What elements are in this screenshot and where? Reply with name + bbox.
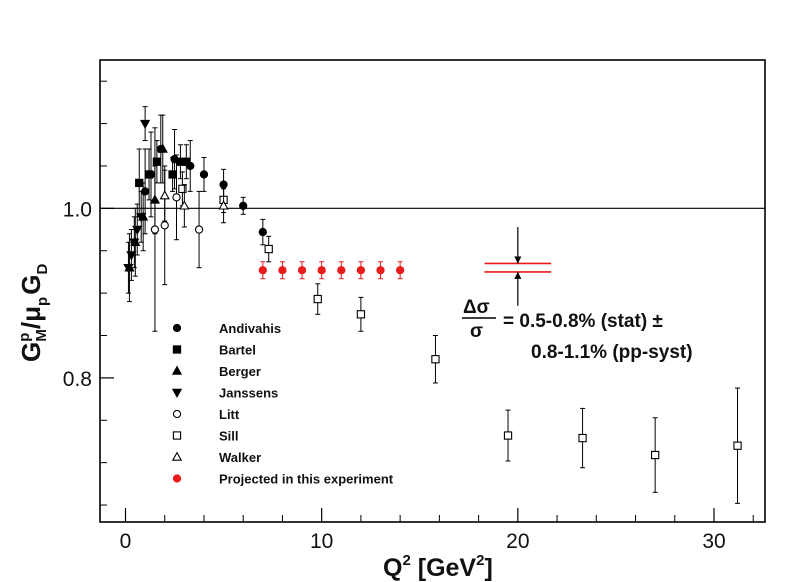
point-bartel — [182, 157, 191, 166]
point-janssens — [126, 251, 137, 261]
data-points — [123, 106, 742, 504]
point-projected-in-this-experiment — [258, 266, 267, 275]
legend-label: Janssens — [219, 386, 278, 401]
point-janssens — [129, 238, 140, 248]
point-litt — [160, 221, 169, 230]
legend-label: Walker — [219, 450, 261, 465]
y-tick-label: 1.0 — [63, 198, 92, 221]
point-litt — [194, 225, 204, 234]
point-bartel — [144, 170, 154, 179]
point-projected-in-this-experiment — [376, 266, 385, 275]
point-andivahis — [199, 170, 209, 179]
legend-label: Projected in this experiment — [219, 472, 394, 487]
x-axis-title-units: [GeV — [411, 554, 477, 582]
arrow-head — [514, 256, 522, 264]
annotation-numerator: Δσ — [463, 297, 490, 318]
point-sill — [578, 433, 587, 443]
legend-label: Litt — [219, 407, 240, 422]
point-walker — [218, 200, 229, 210]
legend-label: Bartel — [219, 343, 256, 358]
x-tick-label: 20 — [506, 530, 529, 553]
x-axis-title-q: Q — [383, 554, 402, 582]
annotation-denominator: σ — [470, 321, 483, 342]
arrow-head — [514, 271, 522, 279]
point-projected-in-this-experiment — [337, 266, 346, 275]
point-berger — [157, 143, 168, 153]
point-andivahis — [258, 227, 267, 237]
legend-marker — [172, 323, 182, 333]
point-sill — [356, 310, 366, 319]
plot-frame — [99, 59, 766, 523]
point-projected-in-this-experiment — [278, 266, 287, 275]
legend-marker — [172, 474, 182, 483]
point-projected-in-this-experiment — [356, 266, 366, 275]
legend-marker — [171, 365, 183, 375]
y-axis-title-g-sup: p — [16, 333, 33, 342]
y-axis-title-mu: /μ — [16, 306, 46, 329]
point-sill — [431, 355, 440, 364]
x-tick-label: 30 — [702, 530, 725, 553]
point-walker — [159, 190, 170, 200]
y-axis-title-g: G — [16, 342, 46, 362]
annotation-line-1: = 0.5-0.8% (stat) ± — [503, 311, 663, 332]
point-sill — [503, 431, 513, 440]
point-projected-in-this-experiment — [395, 266, 405, 275]
x-axis-title: Q2 [GeV2] — [383, 552, 493, 582]
point-sill — [733, 441, 742, 450]
point-sill — [178, 184, 187, 194]
x-tick-label: 0 — [120, 530, 132, 553]
precision-annotation: Δσ σ = 0.5-0.8% (stat) ± 0.8-1.1% (pp-sy… — [462, 297, 693, 363]
y-tick-label: 0.8 — [63, 368, 92, 391]
point-janssens — [136, 213, 147, 223]
legend-label: Sill — [219, 429, 239, 444]
point-andivahis — [239, 201, 248, 210]
x-tick-label: 10 — [310, 530, 333, 553]
point-janssens — [132, 225, 143, 236]
point-litt — [150, 225, 160, 234]
annotation-line-2: 0.8-1.1% (pp-syst) — [531, 342, 693, 363]
legend-marker — [172, 409, 182, 419]
point-litt — [172, 193, 181, 202]
x-axis-title-units-close: ] — [484, 554, 492, 582]
x-axis-title-q-sup: 2 — [402, 552, 410, 569]
point-bartel — [152, 157, 162, 166]
point-bartel — [168, 170, 177, 179]
legend: Andivahis Bartel Berger Janssens Litt Sill Wal… — [171, 321, 394, 487]
y-axis-title-mu-sub: p — [34, 297, 51, 306]
point-sill — [264, 244, 273, 254]
x-axis-title-units-sup: 2 — [476, 552, 484, 569]
point-janssens — [123, 263, 134, 274]
y-axis-title-gd-sub: D — [34, 264, 51, 275]
y-axis-title-g-sub: M — [33, 329, 50, 342]
y-axis-title-gd: G — [16, 275, 46, 295]
point-walker — [179, 200, 190, 210]
point-sill — [650, 450, 660, 460]
legend-marker — [172, 431, 182, 440]
legend-marker — [171, 451, 183, 461]
point-janssens — [139, 119, 151, 130]
axis-ticks: 0 10 20 30 0.8 1.0 — [63, 80, 754, 553]
point-projected-in-this-experiment — [317, 266, 326, 275]
legend-label: Berger — [219, 364, 261, 379]
point-projected-in-this-experiment — [297, 266, 307, 275]
point-sill — [313, 294, 322, 304]
legend-marker — [172, 345, 182, 354]
legend-label: Andivahis — [219, 321, 281, 336]
y-axis-title: GpM/μpGD — [16, 264, 51, 362]
legend-marker — [171, 388, 183, 399]
